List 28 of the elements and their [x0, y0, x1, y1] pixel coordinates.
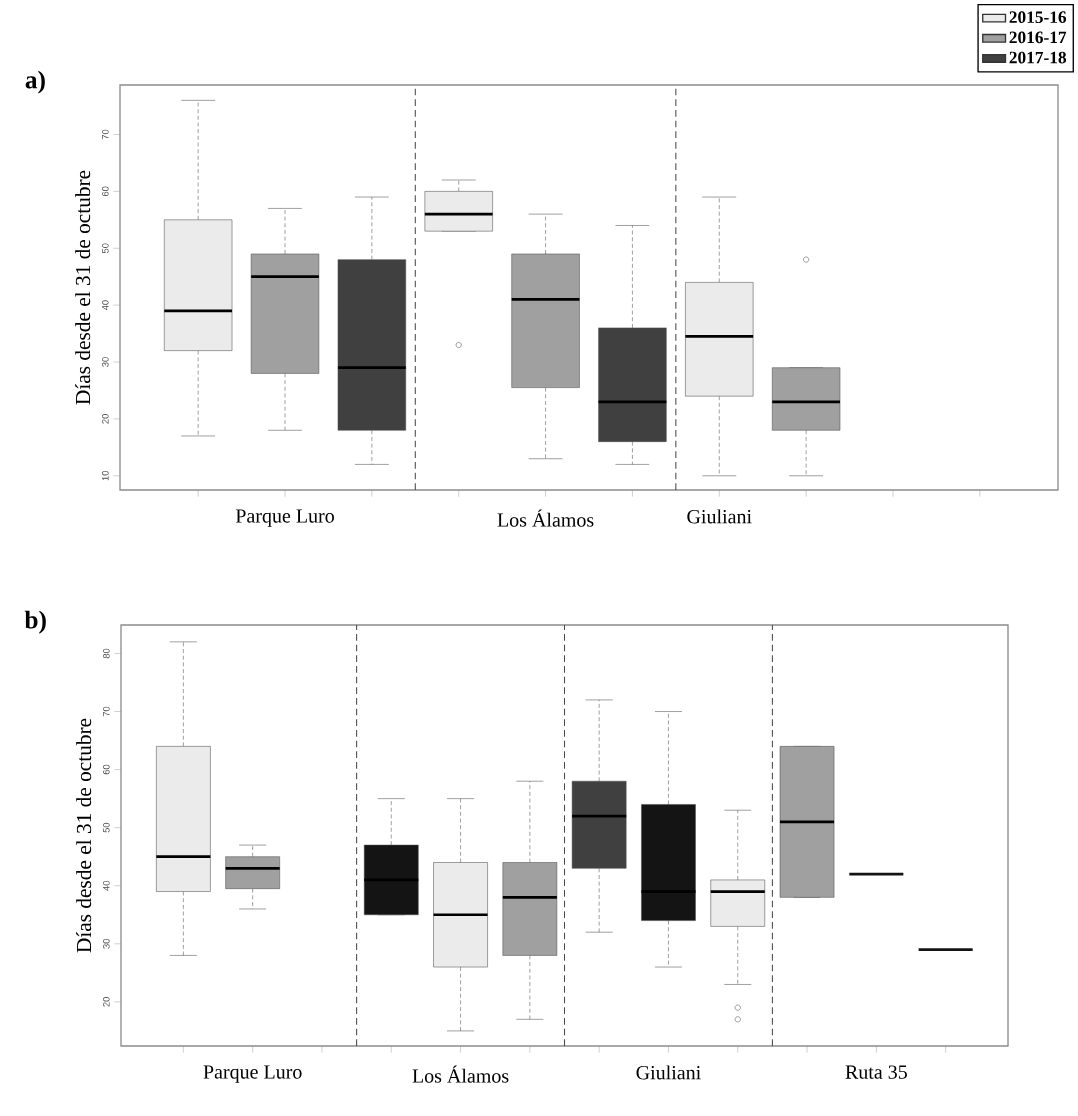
y-tick-label: 40 [103, 880, 110, 891]
y-tick-label: 30 [102, 357, 109, 367]
y-tick-label: 70 [102, 129, 109, 140]
y-tick-label: 40 [102, 300, 109, 311]
chart-title: b) [24, 610, 46, 634]
chart-title: a) [25, 70, 45, 94]
legend-label: 2017-18 [1009, 51, 1067, 64]
y-axis-title: Días desde el 31 de octubre [75, 170, 91, 405]
x-tick-label: Giuliani [636, 1065, 701, 1080]
y-tick-label: 60 [102, 186, 109, 197]
y-tick-label: 50 [103, 822, 110, 833]
legend-label: 2016-17 [1009, 31, 1067, 44]
x-tick-label: Giuliani [687, 509, 752, 524]
x-tick-label: Los Álamos [497, 509, 594, 527]
y-axis-title: Días desde el 31 de octubre [76, 718, 92, 953]
y-tick-label: 60 [103, 764, 110, 775]
y-tick-label: 10 [102, 470, 109, 481]
y-tick-label: 20 [102, 414, 109, 424]
x-tick-label: Parque Luro [235, 509, 334, 527]
y-tick-label: 30 [103, 938, 110, 949]
y-tick-label: 20 [103, 997, 110, 1007]
x-tick-label: Los Álamos [412, 1065, 509, 1083]
x-tick-label: Ruta 35 [845, 1065, 907, 1079]
legend-label: 2015-16 [1009, 11, 1067, 24]
x-tick-label: Parque Luro [203, 1065, 302, 1083]
y-tick-label: 50 [102, 243, 109, 254]
y-tick-label: 80 [103, 648, 110, 659]
y-tick-label: 70 [103, 706, 110, 717]
